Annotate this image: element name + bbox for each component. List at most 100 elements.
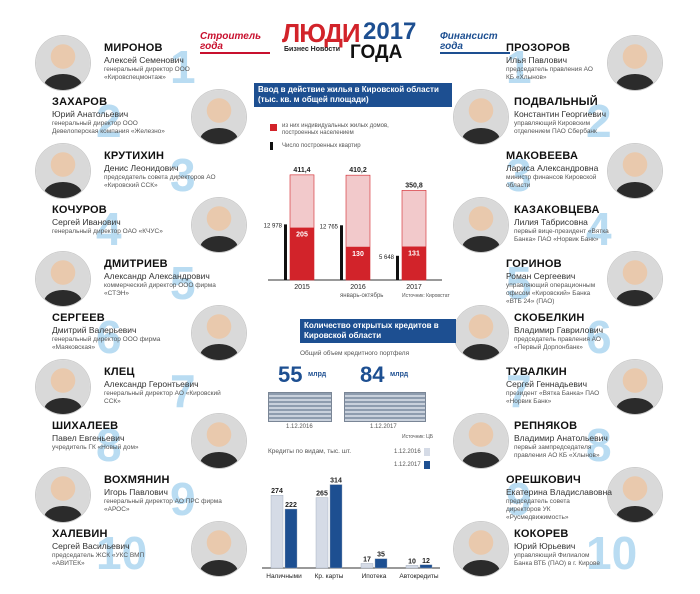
housing-bar-apartments <box>284 224 287 280</box>
builder-photo <box>192 414 246 468</box>
credits-bar <box>419 564 433 569</box>
builder-rank: 1 <box>170 41 196 93</box>
financier-photo <box>608 36 662 90</box>
amount-2017: 84 <box>360 362 385 387</box>
housing-title-text: Ввод в действие жилья в Кировской област… <box>258 85 439 104</box>
credits-bar <box>374 558 388 569</box>
financier-surname: ПРОЗОРОВ <box>506 42 571 54</box>
financier-position: председатель правления АО «Первый Дорлон… <box>514 336 601 351</box>
financier-surname: КОКОРЕВ <box>514 528 569 540</box>
builder-fio: Сергей Иванович <box>52 217 121 227</box>
builder-surname: ШИХАЛЕЕВ <box>52 420 119 432</box>
credits-category-label: Автокредиты <box>399 573 438 580</box>
builder-fio: Денис Леонидович <box>104 163 179 173</box>
builder-surname: ВОХМЯНИН <box>104 474 170 486</box>
builder-photo <box>36 144 90 198</box>
credits-value-label: 314 <box>330 478 342 485</box>
financier-position: управляющий Филиалом Банка ВТБ (ПАО) в г… <box>514 552 600 567</box>
credits-value-label: 35 <box>377 552 385 559</box>
financier-photo <box>608 252 662 306</box>
financier-fio: Лариса Александровна <box>506 163 599 173</box>
builder-surname: МИРОНОВ <box>104 42 163 54</box>
credits-bar <box>329 484 343 569</box>
credits-bar <box>284 508 298 569</box>
builder-fio: Александр Александрович <box>104 271 210 281</box>
builder-position: председатель ЖСК «УКС ВМП «АВИТЕК» <box>52 552 145 567</box>
builder-position: генеральный директор АО ПРС фирма «АРОС» <box>104 498 222 513</box>
builder-surname: КЛЕЦ <box>104 366 135 378</box>
housing-bar-apartments <box>396 255 399 280</box>
housing-total-label: 350,8 <box>405 182 423 189</box>
financier-photo <box>454 198 508 252</box>
financier-fio: Константин Георгиевич <box>514 109 607 119</box>
builder-rank: 6 <box>96 311 122 363</box>
builder-surname: КРУТИХИН <box>104 150 165 162</box>
builder-rank: 8 <box>96 419 122 471</box>
financier-photo <box>608 360 662 414</box>
financier-rank: 4 <box>586 203 612 255</box>
financier-rank: 3 <box>506 149 532 201</box>
financier-surname: КАЗАКОВЦЕВА <box>514 204 600 216</box>
financier-position: управляющий операционным офисом «Кировск… <box>506 282 596 305</box>
financier-fio: Роман Сергеевич <box>506 271 576 281</box>
housing-apartments-label: 5 648 <box>379 255 395 261</box>
credits-bar <box>315 497 329 569</box>
builder-photo <box>192 306 246 360</box>
builder-fio: Сергей Васильевич <box>52 541 130 551</box>
housing-legend-black: Число построенных квартир <box>282 143 361 149</box>
credits-category-label: Ипотека <box>362 573 387 580</box>
housing-bar-apartments <box>340 225 343 280</box>
unit-2016: млрд <box>308 371 327 378</box>
financier-photo <box>454 306 508 360</box>
date-2016: 1.12.2016 <box>286 424 313 430</box>
housing-legend-black-swatch <box>270 142 273 150</box>
housing-individual-label: 130 <box>352 251 364 258</box>
financier-surname: СКОБЕЛКИН <box>514 312 585 324</box>
financier-photo <box>454 90 508 144</box>
housing-source: Источник: Кировстат <box>402 293 450 299</box>
housing-title: Ввод в действие жилья в Кировской област… <box>254 83 452 107</box>
credits-category-label: Наличными <box>266 573 302 580</box>
credits-value-label: 10 <box>408 558 416 565</box>
housing-total-label: 410,2 <box>349 167 367 174</box>
builder-surname: СЕРГЕЕВ <box>52 312 105 324</box>
financier-fio: Лилия Табрисовна <box>514 217 588 227</box>
financier-rank: 10 <box>586 527 638 579</box>
financier-surname: ГОРИНОВ <box>506 258 562 270</box>
financier-position: председатель правления АО КБ «Хлынов» <box>506 66 593 81</box>
builder-photo <box>36 468 90 522</box>
builder-photo <box>36 36 90 90</box>
housing-apartments-label: 12 765 <box>320 224 339 230</box>
financiers-header: Финансист года <box>440 32 510 54</box>
financier-rank: 9 <box>506 473 532 525</box>
housing-bar-individual <box>290 227 314 280</box>
financier-position: президент «Вятка Банка» ПАО «Норвик Банк… <box>506 390 600 405</box>
housing-category-label: 2016 <box>350 284 366 291</box>
builder-rank: 9 <box>170 473 196 525</box>
builder-surname: КОЧУРОВ <box>52 204 107 216</box>
money-stack-2016 <box>268 392 332 422</box>
credits-value-label: 274 <box>271 488 283 495</box>
financier-photo <box>608 144 662 198</box>
housing-individual-label: 131 <box>408 251 420 258</box>
builder-photo <box>36 252 90 306</box>
housing-note: январь-октябрь <box>340 293 384 299</box>
builder-rank: 7 <box>170 365 196 417</box>
builder-position: генеральный директор ООО Девелоперская к… <box>52 120 165 135</box>
housing-category-label: 2017 <box>406 284 422 291</box>
credits-value-label: 222 <box>285 502 297 509</box>
financier-fio: Владимир Гаврилович <box>514 325 604 335</box>
title-subtitle: Бизнес Новости <box>284 46 341 53</box>
title-year: 2017 <box>363 18 417 45</box>
title-ludi: ЛЮДИ <box>282 18 361 48</box>
credits-title: Количество открытых кредитов в Кировской… <box>300 319 456 343</box>
builder-fio: Александр Геронтьевич <box>104 379 199 389</box>
financier-rank: 2 <box>586 95 612 147</box>
builder-photo <box>192 90 246 144</box>
title-goda: ГОДА <box>350 42 403 63</box>
builders-header: Строитель года <box>200 32 270 54</box>
builder-surname: ХАЛЕВИН <box>52 528 108 540</box>
kinds-label: Кредиты по видам, тыс. шт. <box>268 448 352 455</box>
builder-fio: Алексей Семенович <box>104 55 184 65</box>
